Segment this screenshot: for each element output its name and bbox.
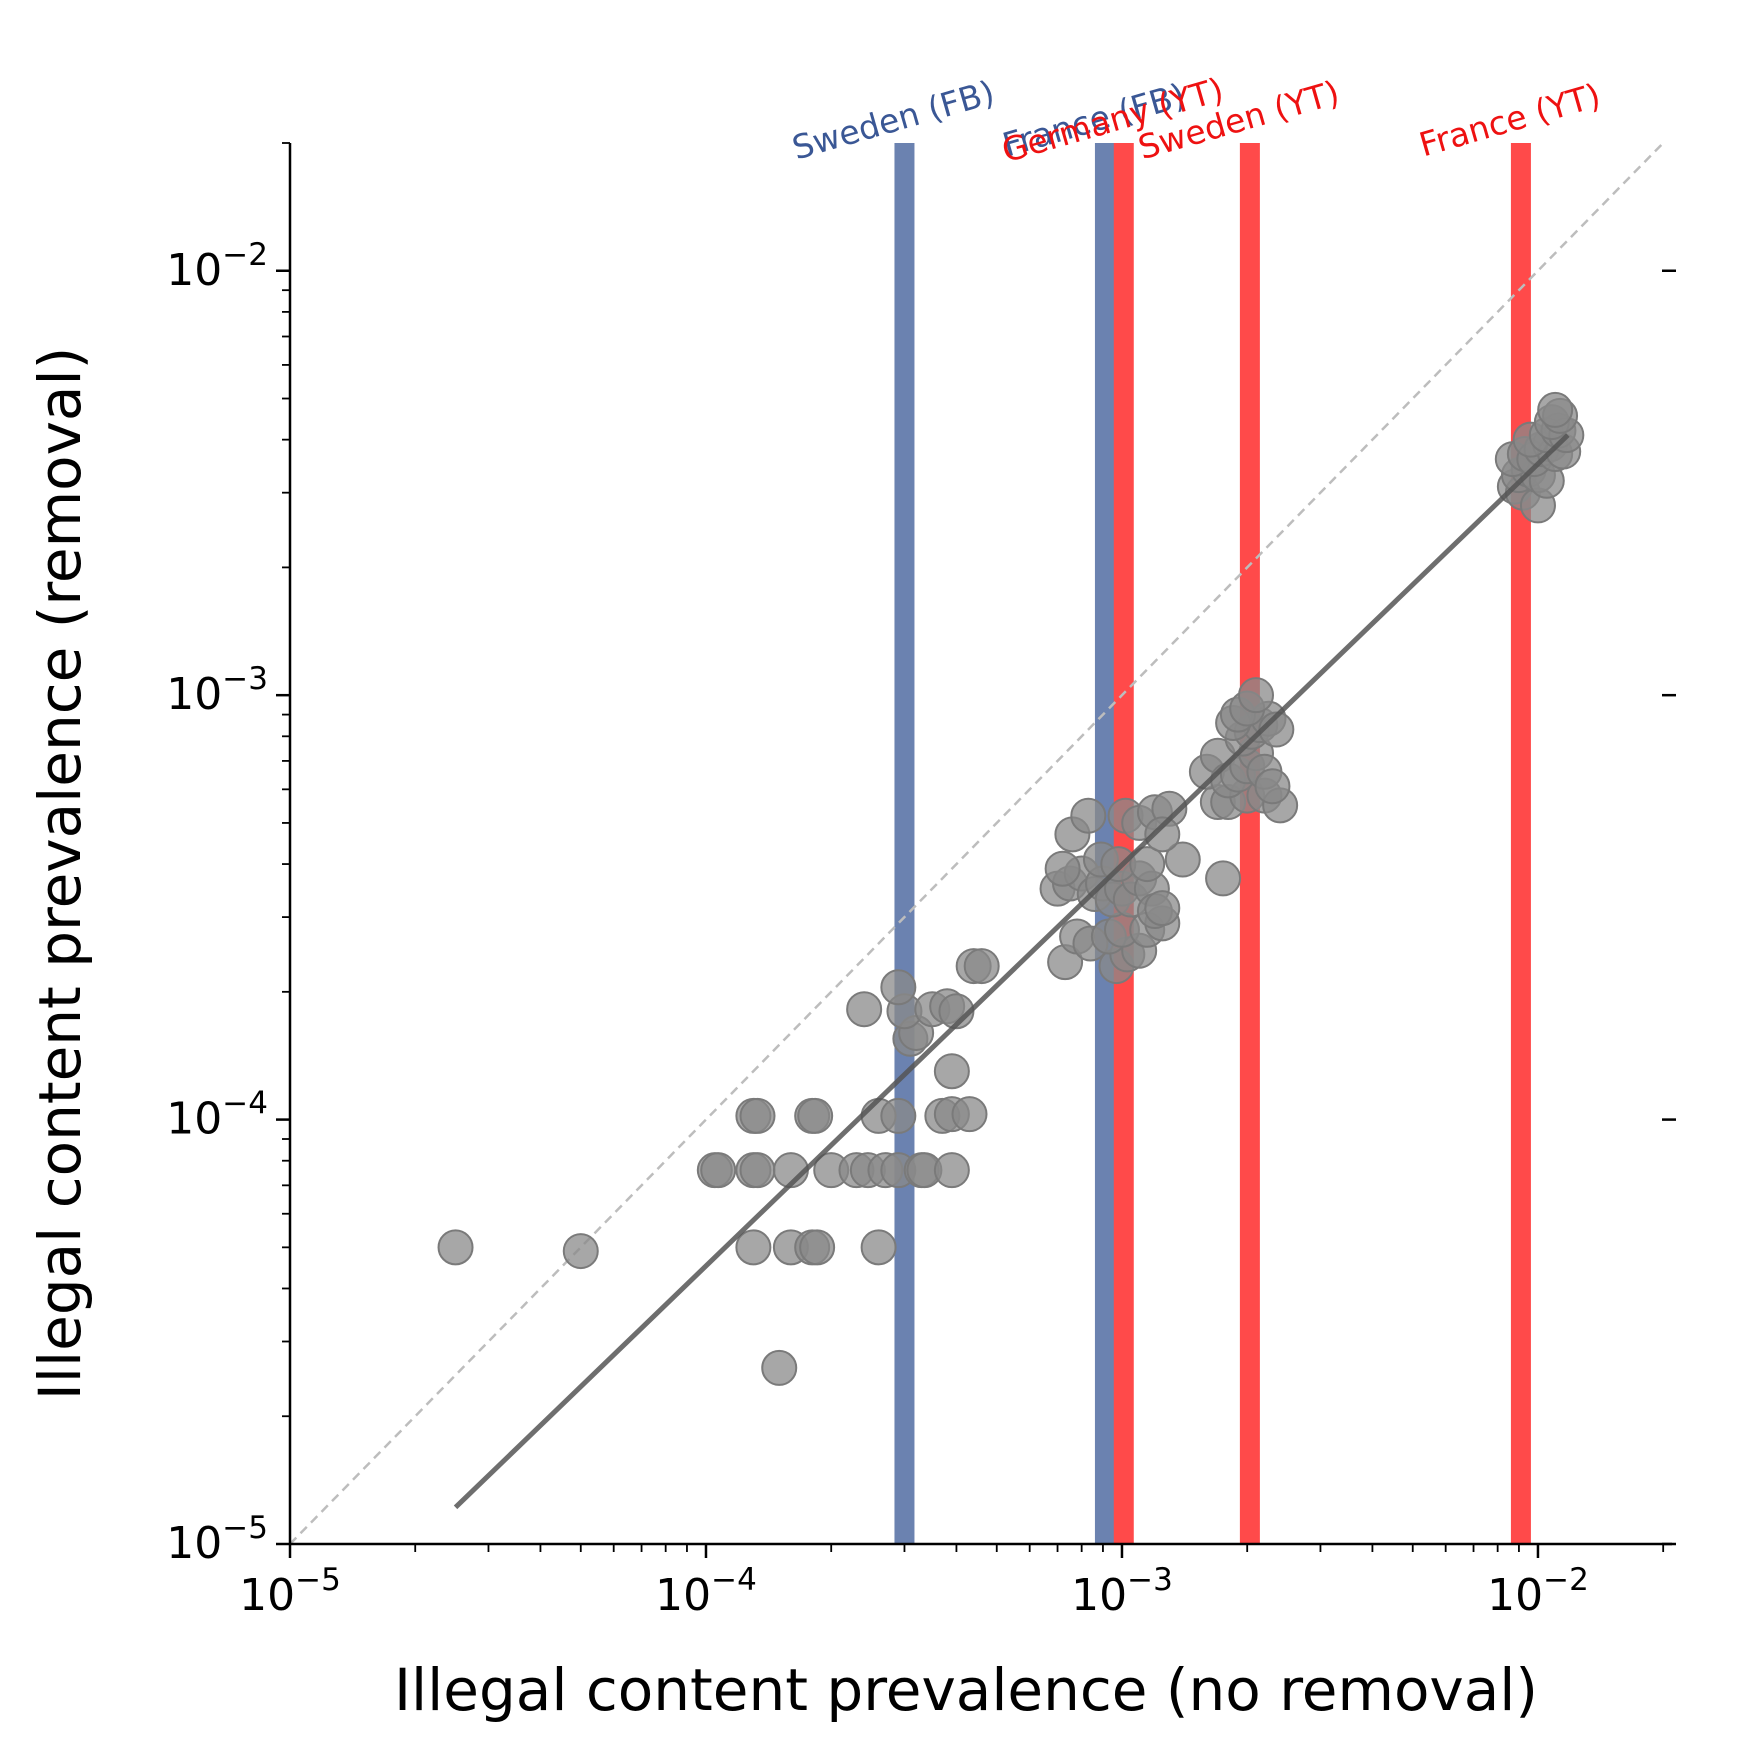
scatter-point: [880, 969, 917, 1006]
y-tick-base: 10: [166, 1518, 222, 1569]
x-tick-base: 10: [1487, 1570, 1543, 1621]
scatter-point: [933, 1152, 970, 1189]
scatter-point: [700, 1152, 737, 1189]
vertical-line: [1510, 143, 1531, 1544]
scatter-point: [963, 948, 1000, 985]
x-axis-title: Illegal content prevalence (no removal): [394, 1656, 1538, 1724]
identity-line: [289, 142, 1665, 1545]
fit-line: [453, 433, 1570, 1510]
y-tick-base: 10: [166, 669, 222, 720]
fit-line-layer: [453, 433, 1570, 1510]
x-tick-exponent: −5: [295, 1562, 341, 1598]
axes-layer: [276, 142, 1676, 1558]
y-tick-exponent: −2: [222, 237, 268, 273]
scatter-points-layer: [437, 391, 1585, 1386]
y-tick-exponent: −4: [222, 1086, 268, 1122]
y-tick-base: 10: [166, 1094, 222, 1145]
scatter-point: [1129, 846, 1166, 883]
scatter-point: [735, 1229, 772, 1266]
vertical-line: [1113, 143, 1134, 1544]
tick-labels-layer: 10−5 10−4 10−3 10−210−510−410−310−2: [166, 237, 1589, 1621]
vertical-lines-layer: [894, 143, 1531, 1544]
scatter-point: [1144, 816, 1181, 853]
x-tick-label: 10−5: [239, 1562, 341, 1621]
y-tick-exponent: −5: [222, 1510, 268, 1546]
scatter-point: [739, 1097, 776, 1134]
x-tick-exponent: −3: [1127, 1562, 1173, 1598]
scatter-point: [1205, 860, 1242, 897]
scatter-point: [1537, 391, 1574, 428]
scatter-point: [1254, 768, 1291, 805]
scatter-point: [1070, 797, 1107, 834]
scatter-point: [951, 1096, 988, 1133]
scatter-point: [739, 1152, 776, 1189]
scatter-point: [761, 1349, 798, 1386]
scatter-point: [1164, 841, 1201, 878]
vertical-line: [1239, 143, 1260, 1544]
y-tick-base: 10: [166, 245, 222, 296]
x-tick-label: 10−4: [655, 1562, 757, 1621]
y-tick-exponent: −3: [222, 661, 268, 697]
vertical-line-label: France (YT): [1415, 76, 1605, 165]
x-tick-exponent: −4: [711, 1562, 757, 1598]
y-tick-label: 10−2: [166, 237, 268, 296]
scatter-point: [437, 1229, 474, 1266]
y-tick-label: 10−3: [166, 661, 268, 720]
scatter-point: [860, 1229, 897, 1266]
scatter-point: [1238, 677, 1275, 714]
scatter-point: [1144, 890, 1181, 927]
x-tick-label: 10−3: [1071, 1562, 1173, 1621]
x-tick-label: 10−2: [1487, 1562, 1589, 1621]
vertical-line: [894, 143, 915, 1544]
y-axis-title: Illegal content prevalence (removal): [26, 347, 94, 1400]
identity-line-layer: [289, 142, 1665, 1545]
scatter-point: [562, 1233, 599, 1270]
x-tick-base: 10: [239, 1570, 295, 1621]
x-tick-exponent: −2: [1543, 1562, 1589, 1598]
vertical-line-label: Sweden (FB): [788, 72, 999, 167]
scatter-point: [846, 991, 883, 1028]
scatter-point: [799, 1229, 836, 1266]
scatter-point: [933, 1053, 970, 1090]
scatter-point: [880, 1097, 917, 1134]
y-tick-label: 10−4: [166, 1086, 268, 1145]
y-tick-label: 10−5: [166, 1510, 268, 1569]
scatter-point: [797, 1097, 834, 1134]
x-tick-base: 10: [655, 1570, 711, 1621]
scatter-point: [1044, 850, 1081, 887]
x-tick-base: 10: [1071, 1570, 1127, 1621]
